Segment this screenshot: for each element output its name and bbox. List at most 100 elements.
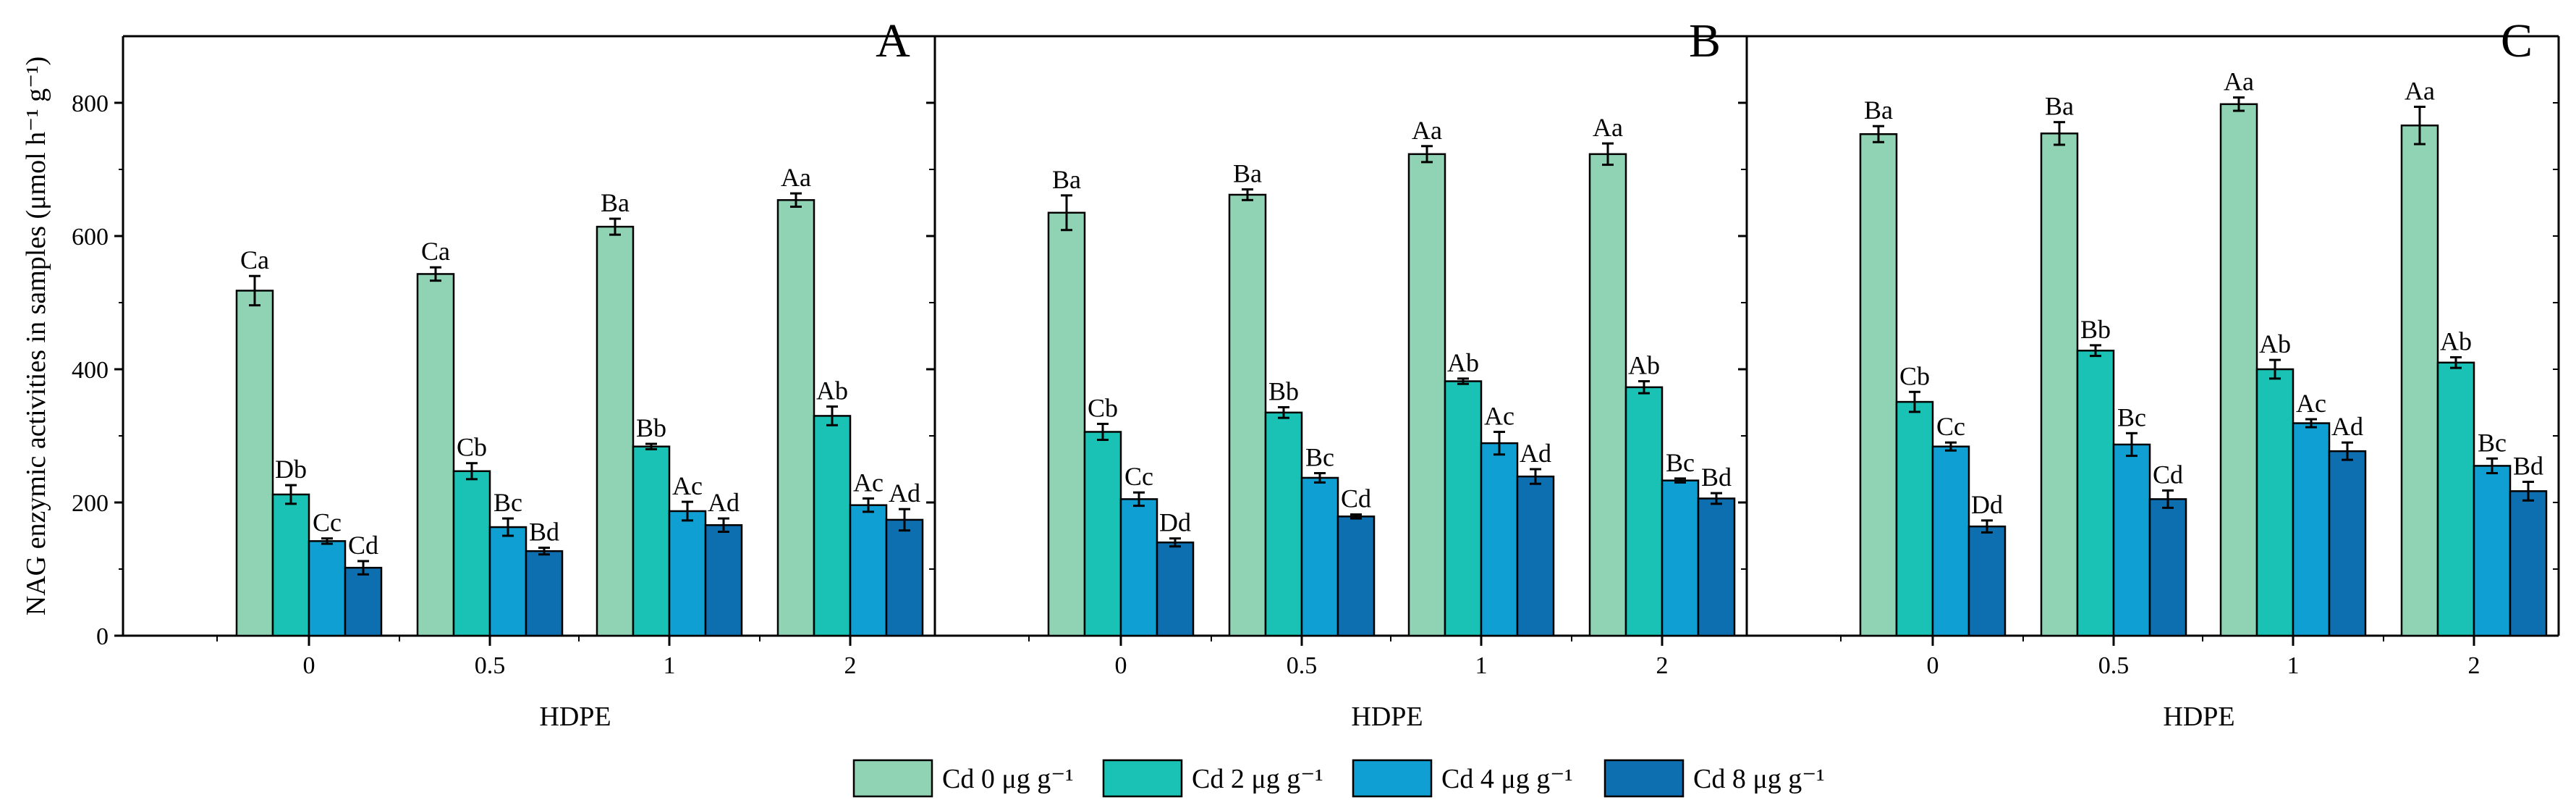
ytick-label-400: 400 [72, 357, 109, 384]
y-axis-title: NAG enzymic activities in samples (μmol … [21, 56, 51, 615]
panel-b-bar-g2-s3 [1516, 475, 1555, 637]
panel-a-errorbar-g3-s3 [899, 508, 910, 532]
panel-b-sig-label-g0-s3: Dd [1159, 508, 1191, 537]
panel-c-sig-label-g3-s2: Bc [2478, 428, 2507, 457]
panel-b-sig-label-g0-s2: Cc [1124, 462, 1153, 491]
ytick-label-0: 0 [96, 623, 109, 650]
legend-label-1: Cd 2 μg g⁻¹ [1192, 764, 1323, 794]
panel-b-bar-g1-s3 [1336, 515, 1376, 637]
ytick-label-800: 800 [72, 91, 109, 117]
panel-a-bar-g2-s1 [632, 445, 671, 637]
panel-a-sig-label-g1-s2: Bc [493, 488, 522, 517]
panel-a-errorbar-g1-s0 [430, 266, 441, 282]
panel-c-errorbar-g3-s0 [2414, 106, 2425, 146]
panel-a-errorbar-g3-s2 [863, 497, 874, 513]
panel-a-errorbar-g1-s1 [466, 462, 478, 481]
panel-a-sig-label-g3-s1: Ab [816, 376, 848, 405]
panel-c-bar-g0-s3 [1967, 525, 2007, 637]
panel-c-bar-g3-s0 [2400, 125, 2439, 637]
panel-a-bar-g0-s3 [344, 566, 383, 637]
panel-b-bar-g2-s1 [1444, 380, 1483, 637]
legend-label-0: Cd 0 μg g⁻¹ [942, 764, 1074, 794]
panel-b-sig-label-g0-s1: Cb [1088, 393, 1118, 422]
panel-b-errorbar-g3-s2 [1674, 477, 1686, 484]
panel-b-errorbar-g1-s0 [1242, 188, 1253, 201]
panel-c-bar-g0-s2 [1931, 445, 1970, 637]
panel-b-bar-g1-s1 [1264, 411, 1303, 637]
panel-c-sig-label-g2-s0: Aa [2224, 67, 2254, 96]
panel-a-errorbar-g0-s1 [285, 484, 297, 505]
bars-layer [235, 96, 2548, 637]
legend-label-2: Cd 4 μg g⁻¹ [1441, 764, 1573, 794]
panel-c-errorbar-g3-s3 [2522, 480, 2534, 502]
panel-a-bar-g1-s1 [452, 470, 491, 637]
panel-b-sig-label-g1-s1: Bb [1268, 376, 1299, 405]
panel-c-xtick-label-3: 2 [2468, 652, 2480, 679]
panel-b-bar-g0-s2 [1119, 498, 1158, 637]
panel-a-bar-g1-s3 [525, 550, 564, 637]
panel-b-bar-g2-s2 [1480, 442, 1519, 637]
panel-c-sig-label-g0-s1: Cb [1899, 361, 1930, 390]
panel-c-x-axis-title: HDPE [2163, 702, 2234, 732]
panel-b-errorbar-g0-s3 [1169, 537, 1181, 548]
panel-b-sig-label-g1-s3: Cd [1341, 484, 1371, 513]
panel-c-bar-g1-s0 [2040, 132, 2079, 637]
panel-b-errorbar-g2-s1 [1457, 377, 1469, 385]
panel-b-errorbar-g0-s0 [1061, 194, 1072, 232]
panel-c-bar-g0-s0 [1859, 132, 1898, 637]
panel-a-bar-g3-s2 [849, 504, 888, 637]
panel-b-sig-label-g3-s1: Ab [1628, 351, 1660, 380]
panel-c-bar-g1-s2 [2112, 443, 2151, 637]
panel-a-bar-g2-s3 [704, 524, 743, 637]
panel-b-errorbar-g0-s2 [1133, 491, 1145, 508]
panel-c-bar-g2-s2 [2292, 422, 2331, 637]
panel-a-xtick-label-2: 1 [664, 652, 676, 679]
panel-c-bar-g3-s2 [2473, 465, 2512, 637]
legend-swatch-0 [852, 759, 933, 798]
panel-b-bar-g0-s3 [1156, 541, 1195, 637]
legend-label-3: Cd 8 μg g⁻¹ [1693, 764, 1825, 794]
panel-a-errorbar-g2-s3 [718, 517, 729, 533]
panel-c-bar-g3-s3 [2509, 490, 2548, 637]
panel-b-errorbar-g3-s3 [1711, 492, 1722, 505]
panel-b-xtick-label-3: 2 [1656, 652, 1669, 679]
panel-a-bar-g0-s1 [271, 493, 310, 637]
panel-b-xtick-label-0: 0 [1115, 652, 1127, 679]
panel-a-sig-label-g0-s1: Db [275, 455, 307, 484]
panel-a-errorbar-g0-s0 [249, 274, 260, 307]
panel-a-sig-label-g2-s2: Ac [672, 471, 703, 500]
panel-c-sig-label-g1-s0: Ba [2045, 92, 2074, 121]
panel-b-errorbar-g3-s0 [1602, 142, 1614, 167]
panel-c-sig-label-g2-s3: Ad [2331, 412, 2363, 441]
panel-b-bar-g1-s0 [1228, 193, 1267, 637]
panel-b-sig-label-g3-s3: Bd [1701, 463, 1732, 492]
panel-a-errorbar-g0-s3 [357, 560, 369, 576]
panel-a-errorbar-g1-s2 [502, 517, 514, 537]
legend-swatch-1 [1102, 759, 1183, 798]
panel-c-xtick-label-1: 0.5 [2098, 652, 2130, 679]
ytick-label-200: 200 [72, 490, 109, 517]
panel-b-errorbar-g2-s0 [1421, 145, 1433, 164]
panel-b-sig-label-g2-s1: Ab [1447, 348, 1479, 377]
panel-a-bar-g3-s0 [776, 199, 815, 637]
panel-a-sig-label-g0-s3: Cd [348, 531, 378, 560]
panel-a-sig-label-g0-s0: Ca [240, 245, 269, 274]
panel-c-xtick-label-2: 1 [2287, 652, 2300, 679]
panel-c-bar-g3-s1 [2436, 361, 2475, 637]
panel-b-sig-label-g2-s3: Ad [1520, 439, 1551, 468]
panel-a-letter: A [876, 14, 910, 67]
panel-c-errorbar-g0-s0 [1873, 125, 1884, 143]
panel-a-xtick-label-1: 0.5 [475, 652, 506, 679]
panel-b-sig-label-g0-s0: Ba [1052, 165, 1081, 194]
panel-c-bar-g2-s0 [2219, 103, 2258, 637]
panel-c-bar-g0-s1 [1895, 400, 1934, 637]
panel-b-errorbar-g1-s2 [1314, 472, 1326, 484]
panel-a-errorbar-g3-s0 [790, 192, 802, 209]
panel-c-bar-g1-s3 [2148, 498, 2187, 637]
panel-a-errorbar-g2-s2 [682, 500, 693, 522]
panel-b-sig-label-g2-s0: Aa [1412, 116, 1442, 145]
panel-a-sig-label-g3-s2: Ac [853, 468, 884, 497]
panel-a-errorbar-g0-s2 [321, 537, 333, 545]
panel-c-bar-g1-s1 [2076, 349, 2115, 637]
